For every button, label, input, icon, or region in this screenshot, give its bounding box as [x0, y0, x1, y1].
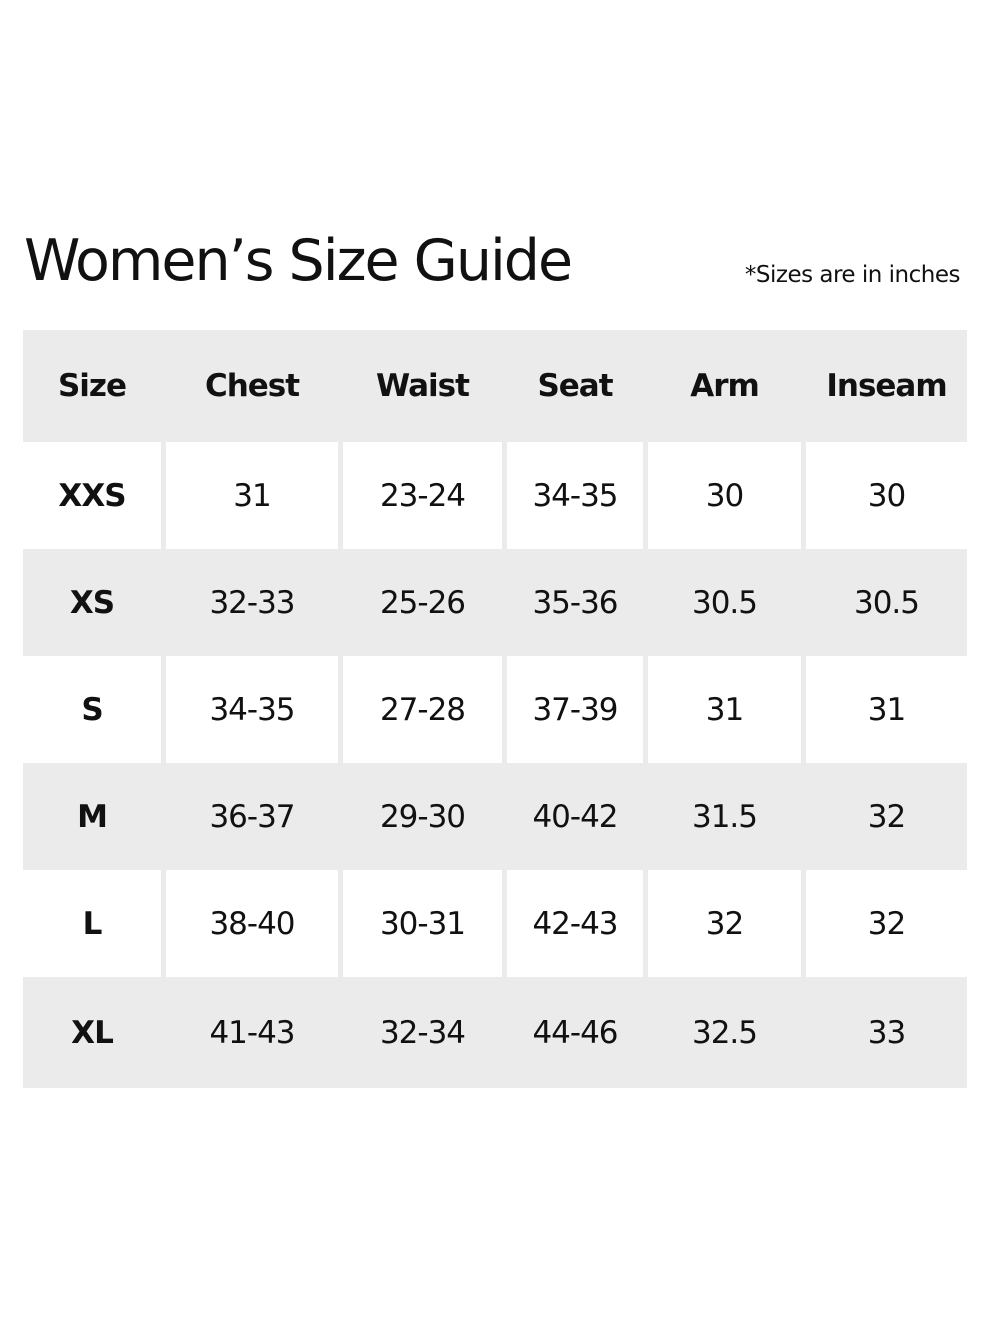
table-cell: 32-34	[379, 1014, 466, 1051]
table-cell: 32	[867, 798, 906, 835]
table-cell: 29-30	[379, 798, 466, 835]
size-label: L	[23, 870, 161, 977]
table-cell: 30	[648, 442, 801, 549]
table-cell: 32	[806, 870, 967, 977]
table-cell: 41-43	[209, 1014, 295, 1051]
table-cell: 32.5	[691, 1014, 758, 1051]
table-row: S 34-35 27-28 37-39 31 31	[23, 656, 967, 763]
column-header: Arm	[690, 368, 760, 404]
table-cell: 30-31	[343, 870, 502, 977]
table-row: XL 41-43 32-34 44-46 32.5 33	[23, 977, 967, 1088]
table-cell: 25-26	[379, 584, 466, 621]
table-cell: 37-39	[507, 656, 643, 763]
table-cell: 31	[166, 442, 338, 549]
units-note: *Sizes are in inches	[744, 262, 961, 288]
column-header: Inseam	[826, 368, 947, 404]
column-header: Waist	[376, 368, 470, 404]
table-cell: 31	[806, 656, 967, 763]
table-cell: 36-37	[209, 798, 295, 835]
table-cell: 34-35	[166, 656, 338, 763]
table-row: M 36-37 29-30 40-42 31.5 32	[23, 763, 967, 870]
page-title: Women’s Size Guide	[24, 228, 573, 294]
table-row: XXS 31 23-24 34-35 30 30	[23, 442, 967, 549]
table-cell: 30.5	[691, 584, 758, 621]
table-cell: 38-40	[166, 870, 338, 977]
table-cell: 35-36	[532, 584, 618, 621]
size-label: S	[23, 656, 161, 763]
size-table: Size Chest Waist Seat Arm Inseam XXS 31 23-24 34…	[23, 330, 967, 1088]
table-header-row: Size Chest Waist Seat Arm Inseam	[23, 330, 967, 442]
table-cell: 23-24	[343, 442, 502, 549]
table-cell: 40-42	[532, 798, 618, 835]
table-cell: 31.5	[691, 798, 758, 835]
column-header: Chest	[204, 368, 300, 404]
table-cell: 30.5	[853, 584, 920, 621]
table-cell: 32	[648, 870, 801, 977]
table-row: L 38-40 30-31 42-43 32 32	[23, 870, 967, 977]
table-cell: 32-33	[209, 584, 295, 621]
column-header: Seat	[537, 368, 613, 404]
table-cell: 34-35	[507, 442, 643, 549]
table-row: XS 32-33 25-26 35-36 30.5 30.5	[23, 549, 967, 656]
size-label: XS	[69, 584, 115, 621]
table-cell: 33	[867, 1014, 906, 1051]
size-label: XL	[71, 1014, 114, 1051]
table-cell: 31	[648, 656, 801, 763]
table-cell: 42-43	[507, 870, 643, 977]
column-header: Size	[57, 368, 127, 404]
size-label: XXS	[23, 442, 161, 549]
table-cell: 30	[806, 442, 967, 549]
size-label: M	[77, 798, 108, 835]
table-cell: 44-46	[532, 1014, 618, 1051]
table-cell: 27-28	[343, 656, 502, 763]
